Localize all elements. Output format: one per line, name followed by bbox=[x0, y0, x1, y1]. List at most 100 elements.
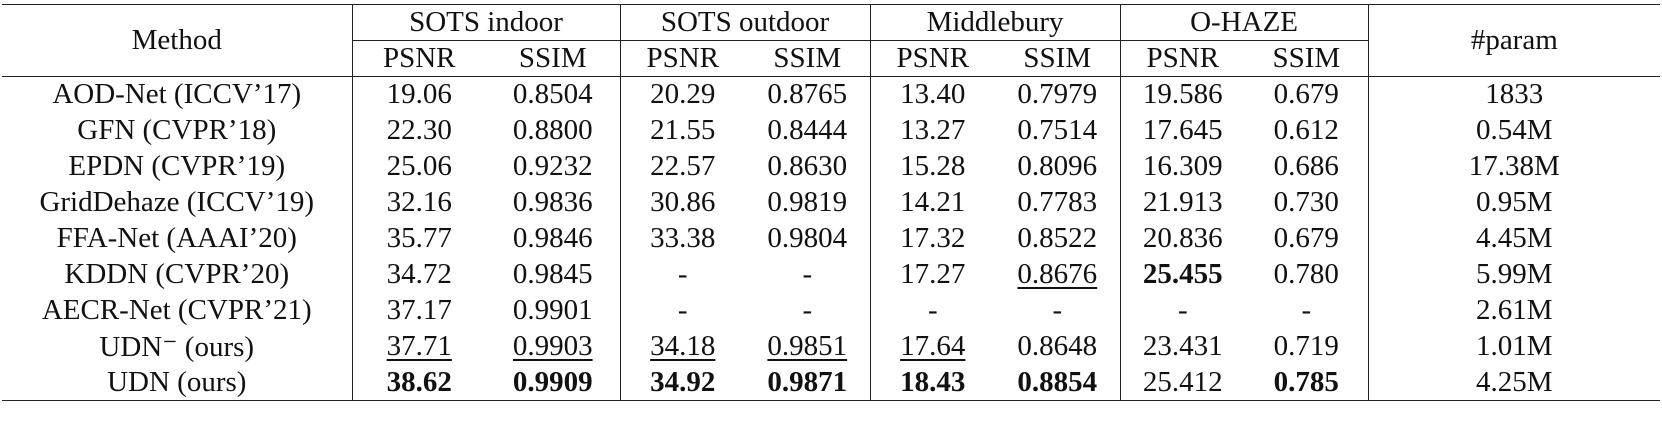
value-cell: 21.55 bbox=[650, 114, 716, 146]
value-cell: 19.586 bbox=[1142, 78, 1223, 111]
value-cell: 17.32 bbox=[900, 222, 966, 254]
value-cell: - bbox=[677, 258, 688, 290]
value-cell: 0.9903 bbox=[486, 328, 621, 365]
value-cell: 13.40 bbox=[900, 78, 966, 111]
value-cell: - bbox=[1245, 292, 1369, 329]
value-cell: 0.9871 bbox=[745, 364, 871, 401]
header-cell: Method bbox=[2, 4, 353, 77]
metric-header: PSNR bbox=[1120, 40, 1246, 77]
value-cell: 15.28 bbox=[900, 150, 966, 182]
table-row: UDN⁻ (ours) 37.71 0.9903 34.18 0.9851 17.64 0.… bbox=[2, 328, 1660, 365]
value-cell: 0.719 bbox=[1245, 328, 1369, 365]
table-row: AECR-Net (CVPR’21) 37.17 0.9901 - - - - - - 2.61M bbox=[2, 292, 1660, 329]
metric-header: PSNR bbox=[870, 40, 996, 77]
method-cell: AOD-Net (ICCV’17) bbox=[2, 76, 353, 113]
value-cell: 0.9901 bbox=[486, 292, 621, 329]
value-cell: 5.99M bbox=[1476, 258, 1553, 290]
value-cell: 1833 bbox=[1485, 78, 1544, 111]
value-cell: 0.9836 bbox=[486, 184, 621, 221]
value-cell: 33.38 bbox=[650, 222, 716, 254]
value-cell: 0.9846 bbox=[486, 220, 621, 257]
value-cell: 0.9851 bbox=[745, 328, 871, 365]
value-cell: 0.54M bbox=[1476, 114, 1553, 146]
value-cell: 0.9845 bbox=[486, 256, 621, 293]
group-header: SOTS outdoor bbox=[620, 4, 871, 41]
value-cell: 0.686 bbox=[1245, 148, 1369, 185]
value-cell: 17.64 bbox=[900, 330, 966, 362]
metric-header: SSIM bbox=[1245, 40, 1369, 77]
metric-header: PSNR bbox=[352, 40, 486, 77]
value-cell: 0.7979 bbox=[995, 76, 1121, 113]
value-cell: 17.645 bbox=[1142, 114, 1223, 146]
metric-header: SSIM bbox=[745, 40, 871, 77]
value-cell: - bbox=[1177, 294, 1188, 326]
value-cell: 20.836 bbox=[1142, 222, 1223, 254]
table-row: AOD-Net (ICCV’17) 19.06 0.8504 20.29 0.8765 1… bbox=[2, 76, 1660, 113]
group-header: O-HAZE bbox=[1120, 4, 1369, 41]
value-cell: 0.9819 bbox=[745, 184, 871, 221]
value-cell: 0.679 bbox=[1245, 76, 1369, 113]
table-row: FFA-Net (AAAI’20) 35.77 0.9846 33.38 0.9804 1… bbox=[2, 220, 1660, 257]
value-cell: 34.92 bbox=[620, 364, 746, 401]
value-cell: 32.16 bbox=[386, 186, 452, 218]
value-cell: 0.785 bbox=[1245, 364, 1369, 401]
header-cell: #param bbox=[1368, 4, 1661, 77]
header-row: Method SOTS indoor SOTS outdoor Middlebu… bbox=[2, 4, 1661, 77]
value-cell: 34.72 bbox=[386, 258, 452, 290]
value-cell: 22.30 bbox=[386, 114, 452, 146]
value-cell: 0.8504 bbox=[486, 76, 621, 113]
value-cell: 25.06 bbox=[386, 150, 452, 182]
value-cell: 14.21 bbox=[900, 186, 966, 218]
value-cell: 1.01M bbox=[1476, 330, 1553, 362]
table-row: EPDN (CVPR’19) 25.06 0.9232 22.57 0.8630 15.2… bbox=[2, 148, 1660, 185]
value-cell: 0.8676 bbox=[995, 256, 1121, 293]
value-cell: 30.86 bbox=[650, 186, 716, 218]
value-cell: 0.8522 bbox=[995, 220, 1121, 257]
metric-header: SSIM bbox=[995, 40, 1121, 77]
value-cell: 19.06 bbox=[386, 78, 452, 111]
value-cell: 21.913 bbox=[1142, 186, 1223, 218]
table-row: GFN (CVPR’18) 22.30 0.8800 21.55 0.8444 13.27… bbox=[2, 112, 1660, 149]
value-cell: - bbox=[927, 294, 938, 326]
value-cell: 13.27 bbox=[900, 114, 966, 146]
results-table: Method SOTS indoor SOTS outdoor Middlebu… bbox=[2, 4, 1661, 401]
value-cell: 2.61M bbox=[1476, 294, 1553, 326]
method-cell: AECR-Net (CVPR’21) bbox=[2, 292, 353, 329]
value-cell: 34.18 bbox=[650, 330, 716, 362]
value-cell: 0.780 bbox=[1245, 256, 1369, 293]
value-cell: 16.309 bbox=[1142, 150, 1223, 182]
header-row: PSNR SSIM PSNR SSIM PSNR SSIM PSNR SSIM bbox=[2, 40, 1660, 77]
value-cell: 0.9232 bbox=[486, 148, 621, 185]
value-cell: 20.29 bbox=[650, 78, 716, 111]
metric-header: SSIM bbox=[486, 40, 621, 77]
table-row: GridDehaze (ICCV’19) 32.16 0.9836 30.86 0.98… bbox=[2, 184, 1660, 221]
group-header: Middlebury bbox=[870, 4, 1121, 41]
method-cell: KDDN (CVPR’20) bbox=[2, 256, 353, 293]
table-row: UDN (ours) 38.62 0.9909 34.92 0.9871 18.43 0.8… bbox=[2, 364, 1661, 401]
value-cell: 17.27 bbox=[900, 258, 966, 290]
group-header: SOTS indoor bbox=[352, 4, 621, 41]
value-cell: 23.431 bbox=[1142, 330, 1223, 362]
value-cell: 0.730 bbox=[1245, 184, 1369, 221]
value-cell: 0.8648 bbox=[995, 328, 1121, 365]
value-cell: 0.7514 bbox=[995, 112, 1121, 149]
value-cell: - bbox=[677, 294, 688, 326]
value-cell: 0.8444 bbox=[745, 112, 871, 149]
value-cell: 25.412 bbox=[1120, 364, 1246, 401]
value-cell: 17.38M bbox=[1468, 150, 1560, 182]
value-cell: 0.9804 bbox=[745, 220, 871, 257]
table-body: AOD-Net (ICCV’17) 19.06 0.8504 20.29 0.8765 1… bbox=[2, 76, 1661, 401]
method-cell: GFN (CVPR’18) bbox=[2, 112, 353, 149]
value-cell: 0.9909 bbox=[486, 364, 621, 401]
metric-header: PSNR bbox=[620, 40, 746, 77]
value-cell: 37.71 bbox=[386, 330, 452, 362]
value-cell: 0.612 bbox=[1245, 112, 1369, 149]
method-cell: FFA-Net (AAAI’20) bbox=[2, 220, 353, 257]
value-cell: - bbox=[995, 292, 1121, 329]
value-cell: 35.77 bbox=[386, 222, 452, 254]
method-cell: EPDN (CVPR’19) bbox=[2, 148, 353, 185]
table-header: Method SOTS indoor SOTS outdoor Middlebu… bbox=[2, 4, 1661, 77]
table-row: KDDN (CVPR’20) 34.72 0.9845- -17.27 0.8676 25… bbox=[2, 256, 1660, 293]
value-cell: 0.8096 bbox=[995, 148, 1121, 185]
